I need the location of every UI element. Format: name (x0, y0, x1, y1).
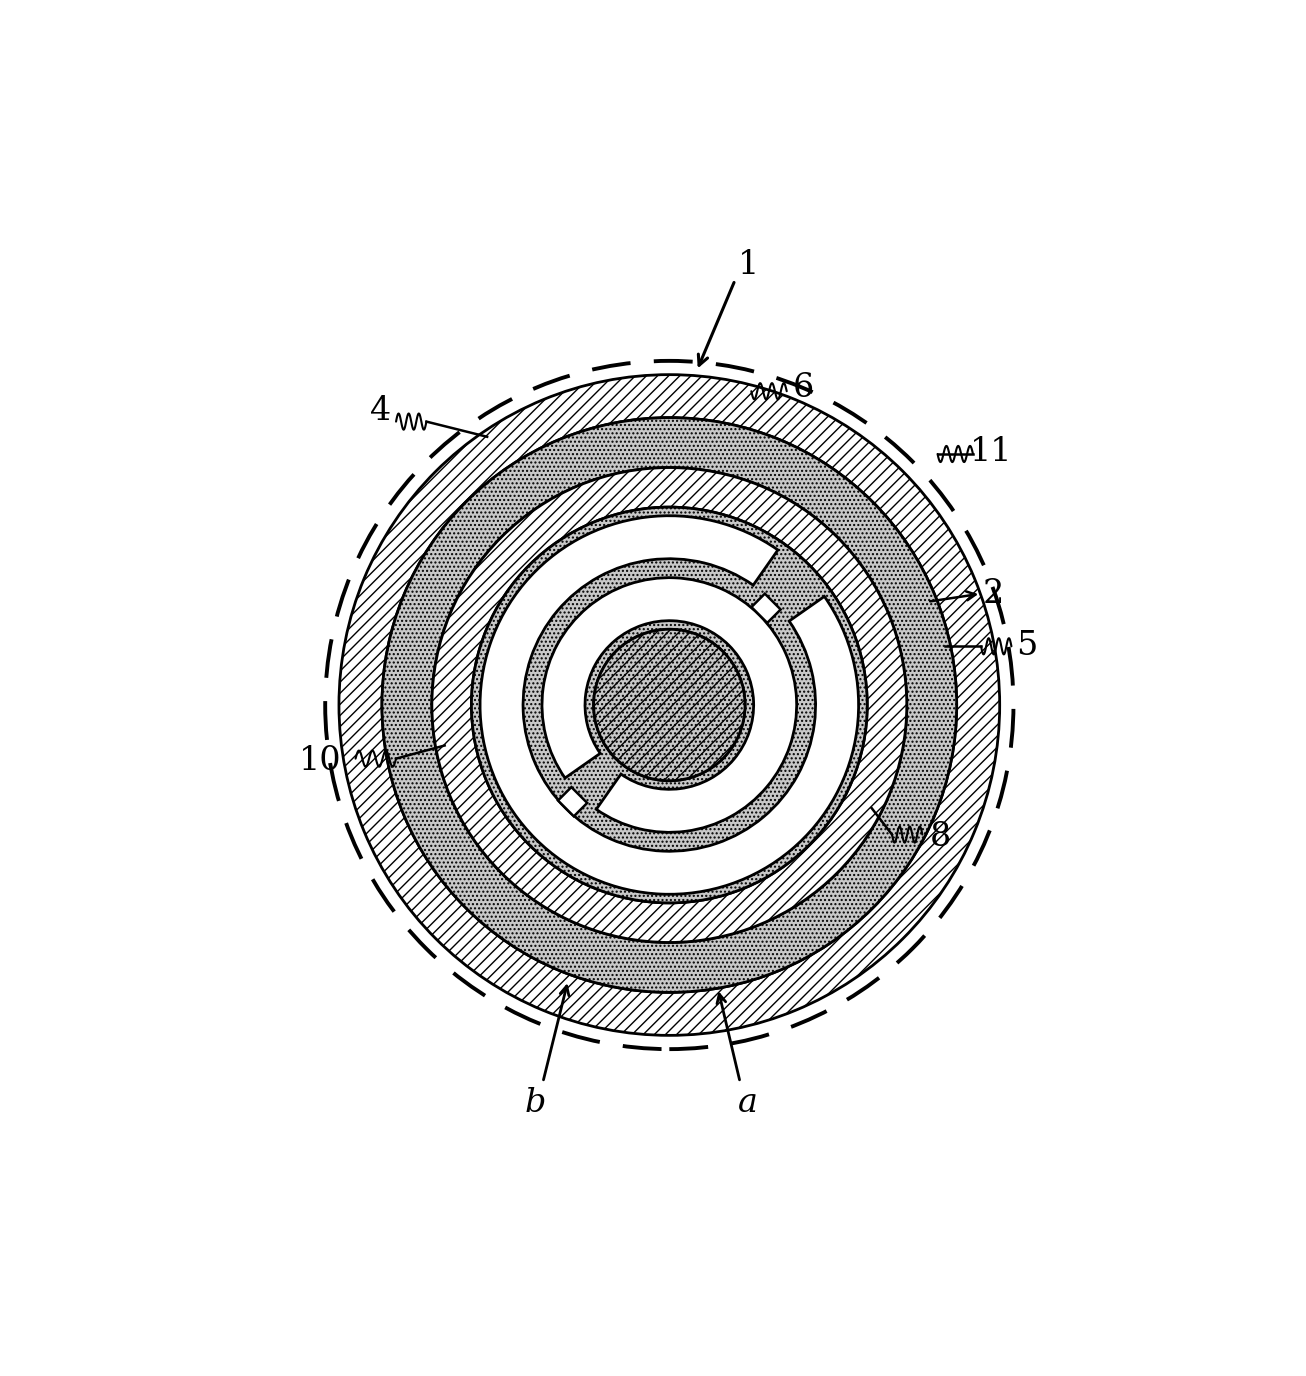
Text: 10: 10 (299, 744, 341, 776)
Text: 8: 8 (930, 820, 951, 853)
Text: 5: 5 (1016, 630, 1037, 662)
Text: 6: 6 (793, 372, 814, 405)
Wedge shape (481, 516, 858, 894)
Polygon shape (751, 593, 781, 623)
Polygon shape (558, 787, 588, 816)
Text: 1: 1 (738, 249, 759, 281)
Text: b: b (525, 1087, 546, 1119)
Text: 11: 11 (970, 436, 1012, 468)
Text: 2: 2 (982, 578, 1004, 610)
Wedge shape (542, 578, 797, 832)
Circle shape (594, 629, 744, 780)
Text: a: a (738, 1087, 759, 1119)
Circle shape (471, 508, 867, 903)
Text: 4: 4 (371, 395, 392, 428)
Circle shape (594, 629, 744, 780)
